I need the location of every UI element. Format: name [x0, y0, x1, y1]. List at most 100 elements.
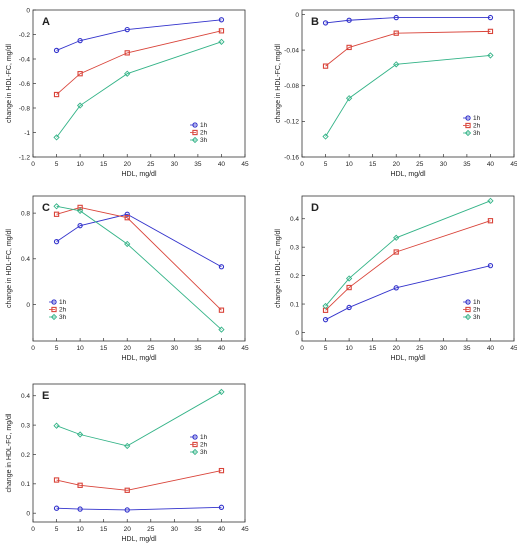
chart-panel-b: 0 5 10 15 20 25 30 35 40 45 -0.16 -0.12 -0.08 -0.04 0 H…: [275, 9, 517, 178]
y-tick-label: -0.8: [19, 105, 31, 112]
series-line-2h: [56, 206, 222, 311]
legend-marker: [192, 434, 198, 440]
x-axis-label: HDL, mg/dl: [121, 355, 156, 362]
x-axis-label: HDL, mg/dl: [121, 536, 156, 543]
x-tick-label: 10: [76, 526, 84, 533]
legend-marker: [464, 129, 472, 137]
legend-marker: [464, 313, 472, 321]
plot-frame: [32, 195, 246, 342]
legend-marker: [192, 122, 198, 128]
x-tick-label: 10: [345, 345, 353, 352]
legend-marker: [191, 136, 199, 144]
y-tick-label: 0: [295, 12, 299, 19]
x-tick-label: 30: [440, 345, 448, 352]
x-tick-label: 20: [124, 526, 132, 533]
data-point-1h: [487, 14, 494, 21]
series-line-1h: [325, 17, 491, 24]
data-point-2h: [124, 50, 130, 56]
plot-frame: [301, 195, 515, 342]
data-point-3h: [76, 431, 84, 438]
data-point-3h: [76, 207, 84, 214]
data-point-3h: [124, 240, 131, 248]
x-tick-label: 15: [369, 161, 377, 168]
x-tick-label: 20: [124, 161, 132, 168]
data-point-2h: [77, 482, 83, 488]
data-point-3h: [322, 302, 329, 310]
series-line-3h: [325, 200, 491, 307]
legend-marker: [192, 441, 198, 448]
x-tick-label: 5: [324, 345, 328, 352]
legend-label: 2h: [473, 123, 481, 130]
data-point-1h: [53, 505, 60, 511]
legend-marker: [465, 115, 471, 121]
data-point-3h: [393, 234, 400, 241]
data-point-2h: [393, 249, 399, 255]
series-line-3h: [56, 391, 222, 447]
data-point-2h: [393, 30, 399, 36]
y-axis-label: change in HDL-FC, mg/dl: [6, 229, 13, 308]
data-point-3h: [53, 422, 60, 429]
data-point-2h: [53, 211, 60, 217]
legend-label: 2h: [200, 442, 208, 449]
data-point-2h: [322, 63, 329, 69]
legend-label: 3h: [59, 314, 67, 321]
x-tick-label: 30: [171, 526, 179, 533]
plot-frame: [301, 9, 515, 158]
x-tick-label: 0: [31, 161, 35, 168]
y-axis-label: change in HDL-FC, mg/dl: [275, 44, 282, 123]
data-point-3h: [53, 134, 60, 141]
legend-label: 1h: [59, 299, 67, 306]
legend-label: 1h: [473, 115, 481, 122]
x-tick-label: 30: [171, 161, 179, 168]
y-tick-label: 0.4: [290, 216, 299, 223]
x-tick-label: 5: [55, 526, 59, 533]
legend-marker: [465, 299, 471, 305]
x-tick-label: 5: [324, 161, 328, 168]
data-point-1h: [393, 285, 399, 291]
x-tick-label: 0: [300, 161, 304, 168]
x-tick-label: 25: [416, 345, 424, 352]
x-tick-label: 5: [55, 161, 59, 168]
legend-label: 2h: [473, 307, 481, 314]
data-point-1h: [53, 47, 60, 54]
legend-marker: [191, 448, 199, 456]
x-tick-label: 0: [300, 345, 304, 352]
x-tick-label: 45: [510, 345, 517, 352]
x-tick-label: 10: [76, 161, 84, 168]
data-point-3h: [124, 70, 131, 77]
x-tick-label: 0: [31, 345, 35, 352]
series-line-3h: [325, 54, 491, 137]
plot-frame: [32, 383, 246, 523]
plot-frame: [32, 9, 246, 158]
data-point-1h: [346, 17, 352, 23]
legend-label: 2h: [200, 130, 208, 137]
x-tick-label: 35: [194, 161, 202, 168]
data-point-3h: [487, 52, 494, 59]
y-tick-label: 0.3: [21, 422, 30, 429]
y-tick-label: 0.8: [21, 210, 30, 217]
y-tick-label: -0.12: [284, 119, 299, 126]
x-tick-label: 25: [147, 526, 155, 533]
x-tick-label: 20: [393, 161, 401, 168]
series-line-1h: [56, 19, 222, 51]
x-tick-label: 10: [76, 345, 84, 352]
y-axis-label: change in HDL-FC, mg/dl: [6, 413, 13, 492]
data-point-2h: [487, 28, 494, 35]
legend-label: 3h: [200, 137, 208, 144]
data-point-3h: [218, 388, 225, 396]
x-tick-label: 25: [147, 161, 155, 168]
data-point-3h: [218, 326, 225, 333]
x-tick-label: 0: [31, 526, 35, 533]
x-tick-label: 40: [218, 526, 226, 533]
chart-panel-e: 0 5 10 15 20 25 30 35 40 45 0 0.1 0.2 0.3 0.4 HDL, mg/d…: [6, 383, 249, 543]
data-point-2h: [218, 467, 225, 474]
y-tick-label: 0: [295, 330, 299, 337]
x-tick-label: 20: [393, 345, 401, 352]
data-point-2h: [346, 44, 352, 51]
data-point-1h: [487, 263, 494, 269]
data-point-1h: [322, 317, 329, 323]
x-tick-label: 40: [487, 345, 495, 352]
